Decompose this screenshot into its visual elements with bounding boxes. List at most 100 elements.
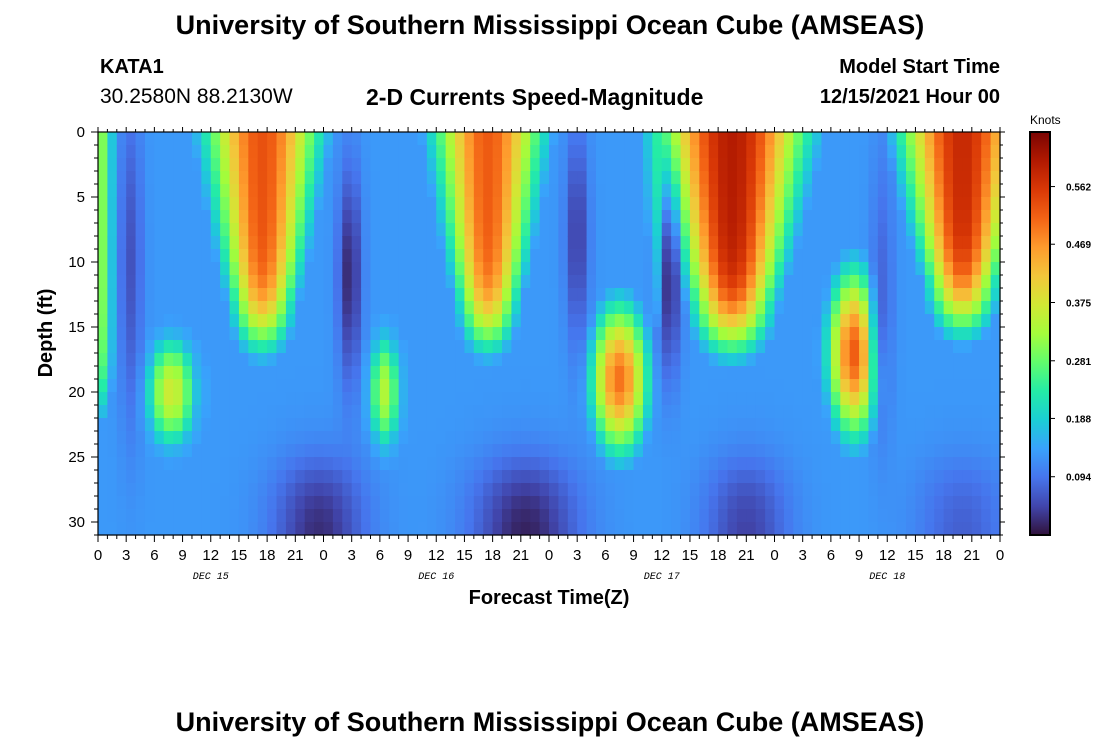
heatmap-cell	[699, 470, 710, 484]
heatmap-cell	[492, 236, 503, 250]
heatmap-cell	[971, 210, 982, 224]
heatmap-cell	[511, 366, 522, 380]
heatmap-cell	[154, 288, 165, 302]
heatmap-cell	[962, 366, 973, 380]
heatmap-cell	[520, 184, 531, 198]
heatmap-cell	[455, 249, 466, 263]
heatmap-cell	[558, 522, 569, 536]
heatmap-cell	[483, 262, 494, 276]
heatmap-cell	[210, 236, 221, 250]
heatmap-cell	[934, 236, 945, 250]
heatmap-cell	[906, 483, 917, 497]
heatmap-cell	[154, 340, 165, 354]
heatmap-cell	[126, 145, 137, 159]
heatmap-cell	[595, 509, 606, 523]
heatmap-cell	[934, 353, 945, 367]
heatmap-cell	[812, 171, 823, 185]
heatmap-cell	[915, 444, 926, 458]
heatmap-cell	[464, 340, 475, 354]
heatmap-cell	[502, 288, 513, 302]
heatmap-cell	[426, 522, 437, 536]
heatmap-cell	[417, 210, 428, 224]
heatmap-cell	[342, 314, 353, 328]
heatmap-cell	[163, 340, 174, 354]
heatmap-cell	[154, 275, 165, 289]
heatmap-cell	[295, 483, 306, 497]
heatmap-cell	[830, 223, 841, 237]
heatmap-cell	[859, 171, 870, 185]
heatmap-cell	[276, 522, 287, 536]
heatmap-cell	[417, 314, 428, 328]
heatmap-cell	[323, 210, 334, 224]
heatmap-cell	[163, 158, 174, 172]
heatmap-cell	[680, 509, 691, 523]
heatmap-cell	[238, 210, 249, 224]
heatmap-cell	[173, 483, 184, 497]
heatmap-cell	[173, 470, 184, 484]
x-tick-label: 9	[404, 547, 412, 564]
heatmap-cell	[210, 184, 221, 198]
heatmap-cell	[285, 171, 296, 185]
heatmap-cell	[708, 353, 719, 367]
heatmap-cell	[812, 366, 823, 380]
heatmap-cell	[492, 496, 503, 510]
heatmap-cell	[727, 171, 738, 185]
heatmap-cell	[746, 210, 757, 224]
heatmap-cell	[342, 249, 353, 263]
heatmap-cell	[624, 327, 635, 341]
heatmap-cell	[971, 509, 982, 523]
heatmap-cell	[163, 236, 174, 250]
heatmap-cell	[304, 210, 315, 224]
heatmap-cell	[201, 366, 212, 380]
heatmap-cell	[107, 366, 118, 380]
heatmap-cell	[849, 249, 860, 263]
heatmap-cell	[539, 314, 550, 328]
heatmap-cell	[332, 470, 343, 484]
heatmap-cell	[971, 223, 982, 237]
day-label: DEC 18	[869, 572, 905, 583]
heatmap-cell	[736, 405, 747, 419]
heatmap-cell	[727, 262, 738, 276]
heatmap-cell	[981, 366, 992, 380]
heatmap-cell	[840, 197, 851, 211]
heatmap-cell	[774, 418, 785, 432]
heatmap-cell	[220, 379, 231, 393]
heatmap-cell	[248, 197, 259, 211]
heatmap-cell	[248, 431, 259, 445]
heatmap-cell	[642, 132, 653, 146]
heatmap-cell	[332, 353, 343, 367]
heatmap-cell	[238, 470, 249, 484]
heatmap-cell	[285, 301, 296, 315]
heatmap-cell	[361, 496, 372, 510]
heatmap-cell	[220, 470, 231, 484]
heatmap-cell	[436, 418, 447, 432]
heatmap-cell	[163, 353, 174, 367]
heatmap-cell	[981, 470, 992, 484]
heatmap-cell	[267, 327, 278, 341]
heatmap-cell	[680, 496, 691, 510]
heatmap-cell	[98, 496, 108, 510]
heatmap-cell	[981, 457, 992, 471]
heatmap-cell	[408, 431, 419, 445]
heatmap-cell	[624, 197, 635, 211]
heatmap-cell	[135, 392, 146, 406]
heatmap-cell	[755, 249, 766, 263]
heatmap-cell	[295, 444, 306, 458]
heatmap-cell	[633, 431, 644, 445]
heatmap-cell	[774, 210, 785, 224]
heatmap-cell	[821, 457, 832, 471]
heatmap-cell	[135, 184, 146, 198]
heatmap-cell	[793, 132, 804, 146]
heatmap-cell	[624, 158, 635, 172]
heatmap-cell	[652, 210, 663, 224]
heatmap-cell	[436, 470, 447, 484]
heatmap-cell	[962, 132, 973, 146]
heatmap-cell	[191, 210, 202, 224]
heatmap-cell	[962, 353, 973, 367]
heatmap-cell	[821, 392, 832, 406]
heatmap-cell	[126, 522, 137, 536]
heatmap-cell	[736, 301, 747, 315]
heatmap-cell	[802, 496, 813, 510]
heatmap-cell	[624, 340, 635, 354]
